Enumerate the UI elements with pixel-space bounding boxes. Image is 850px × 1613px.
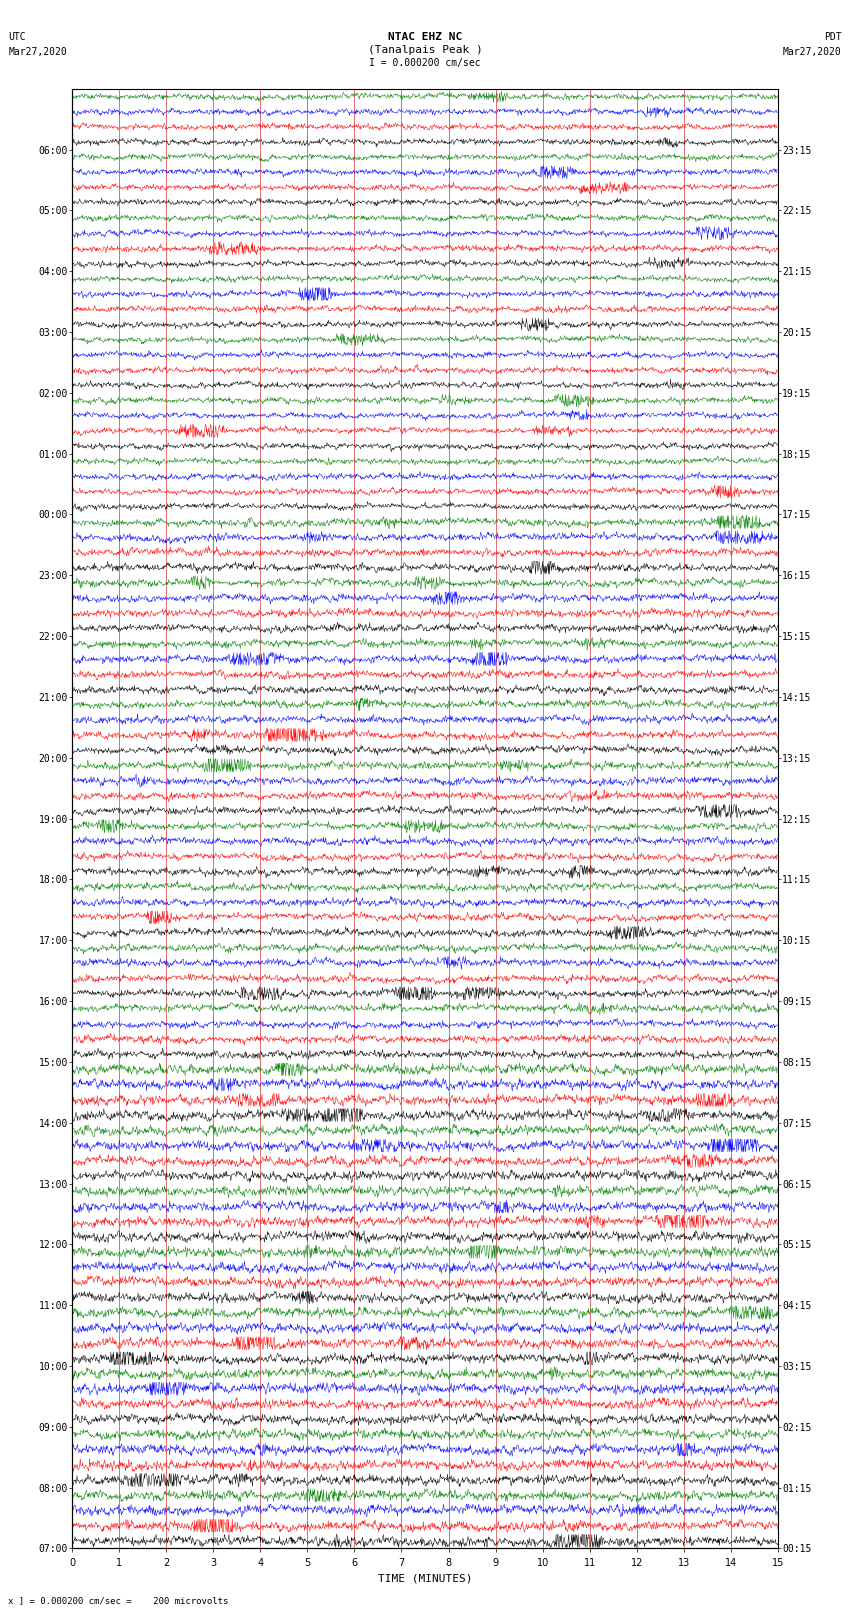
Text: NTAC EHZ NC: NTAC EHZ NC — [388, 32, 462, 42]
Text: (Tanalpais Peak ): (Tanalpais Peak ) — [367, 45, 483, 55]
Text: x ] = 0.000200 cm/sec =    200 microvolts: x ] = 0.000200 cm/sec = 200 microvolts — [8, 1595, 229, 1605]
Text: Mar27,2020: Mar27,2020 — [783, 47, 842, 56]
Text: PDT: PDT — [824, 32, 842, 42]
X-axis label: TIME (MINUTES): TIME (MINUTES) — [377, 1573, 473, 1582]
Text: Mar27,2020: Mar27,2020 — [8, 47, 67, 56]
Text: UTC: UTC — [8, 32, 26, 42]
Text: I = 0.000200 cm/sec: I = 0.000200 cm/sec — [369, 58, 481, 68]
